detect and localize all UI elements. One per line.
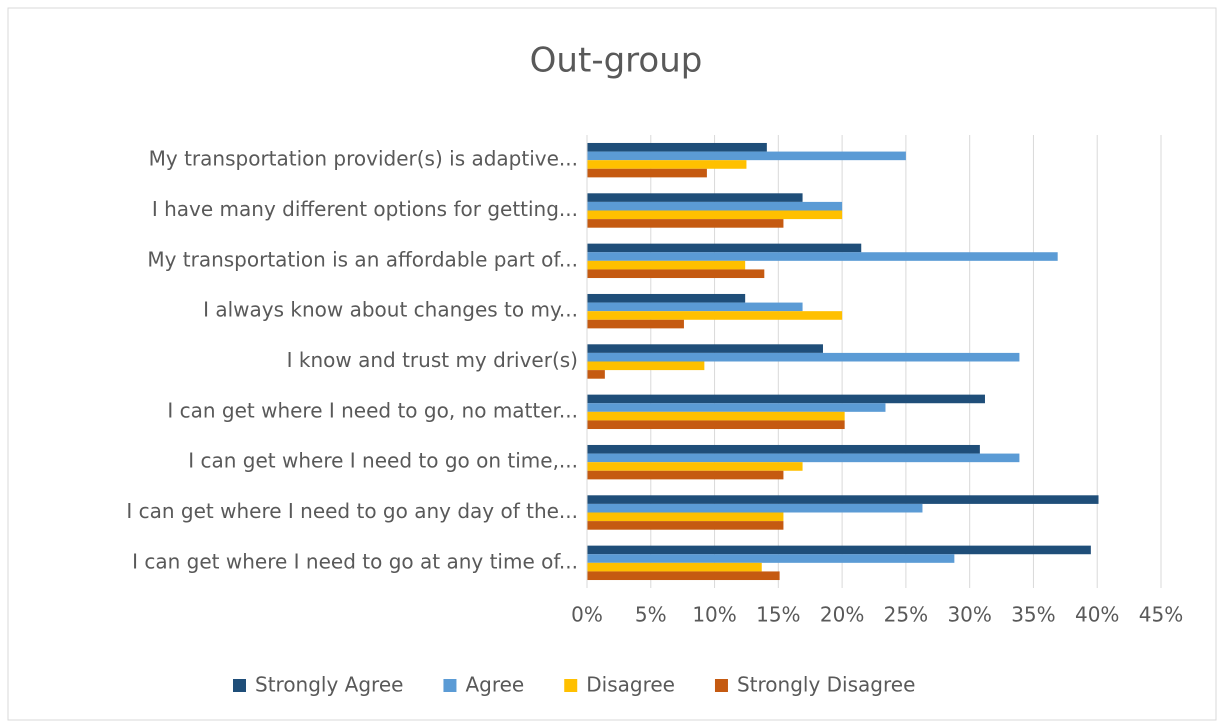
legend-label: Strongly Agree xyxy=(255,673,403,697)
y-tick-label: I know and trust my driver(s) xyxy=(287,348,578,372)
x-tick-label: 0% xyxy=(571,603,603,627)
bar xyxy=(587,293,746,303)
y-tick-label: I always know about changes to my... xyxy=(203,298,578,322)
bar xyxy=(587,571,780,581)
bar xyxy=(587,545,1091,555)
bar xyxy=(587,554,955,563)
bar xyxy=(587,352,1020,362)
bar xyxy=(587,495,1099,504)
bar xyxy=(587,361,705,371)
y-tick-label: I can get where I need to go, no matter.… xyxy=(167,398,578,422)
bar xyxy=(587,160,747,169)
bar xyxy=(587,370,605,379)
bar xyxy=(587,319,684,329)
bar xyxy=(587,252,1058,261)
bar xyxy=(587,243,862,253)
bar xyxy=(587,403,886,412)
legend-label: Strongly Disagree xyxy=(737,673,915,697)
bar xyxy=(587,151,906,161)
bar xyxy=(587,219,784,228)
x-tick-label: 15% xyxy=(756,603,800,627)
bar xyxy=(587,311,843,320)
x-tick-label: 30% xyxy=(947,603,991,627)
bar xyxy=(587,142,767,152)
bar xyxy=(587,521,784,530)
bar xyxy=(587,168,707,178)
y-tick-label: My transportation provider(s) is adaptiv… xyxy=(149,147,578,171)
bar xyxy=(587,420,845,430)
legend-swatch xyxy=(564,679,578,692)
bar xyxy=(587,562,762,572)
x-tick-label: 10% xyxy=(692,603,736,627)
legend-label: Disagree xyxy=(586,673,675,697)
bar xyxy=(587,462,803,471)
x-tick-label: 5% xyxy=(635,603,667,627)
y-tick-label: I can get where I need to go at any time… xyxy=(132,549,578,573)
bar xyxy=(587,503,923,513)
bar xyxy=(587,269,765,279)
x-tick-label: 45% xyxy=(1139,603,1183,627)
chart-title: Out-group xyxy=(530,41,703,81)
bar xyxy=(587,453,1020,463)
y-tick-label: I have many different options for gettin… xyxy=(152,197,578,221)
bar xyxy=(587,411,845,421)
x-tick-label: 25% xyxy=(884,603,928,627)
bar xyxy=(587,470,784,480)
bar xyxy=(587,201,843,211)
bar xyxy=(587,344,823,353)
bar xyxy=(587,193,803,202)
bar xyxy=(587,444,980,454)
bar xyxy=(587,302,803,312)
x-tick-label: 40% xyxy=(1075,603,1119,627)
y-tick-label: I can get where I need to go on time,... xyxy=(188,449,578,473)
bar xyxy=(587,394,985,404)
legend-swatch xyxy=(233,679,246,692)
legend-swatch xyxy=(714,679,728,692)
x-tick-label: 35% xyxy=(1011,603,1055,627)
bar xyxy=(587,260,746,270)
bar xyxy=(587,210,843,220)
legend-swatch xyxy=(443,679,457,692)
bar xyxy=(587,512,784,522)
x-tick-label: 20% xyxy=(820,603,864,627)
legend-label: Agree xyxy=(465,673,524,697)
y-tick-label: My transportation is an affordable part … xyxy=(147,247,578,271)
y-tick-label: I can get where I need to go any day of … xyxy=(126,499,578,523)
